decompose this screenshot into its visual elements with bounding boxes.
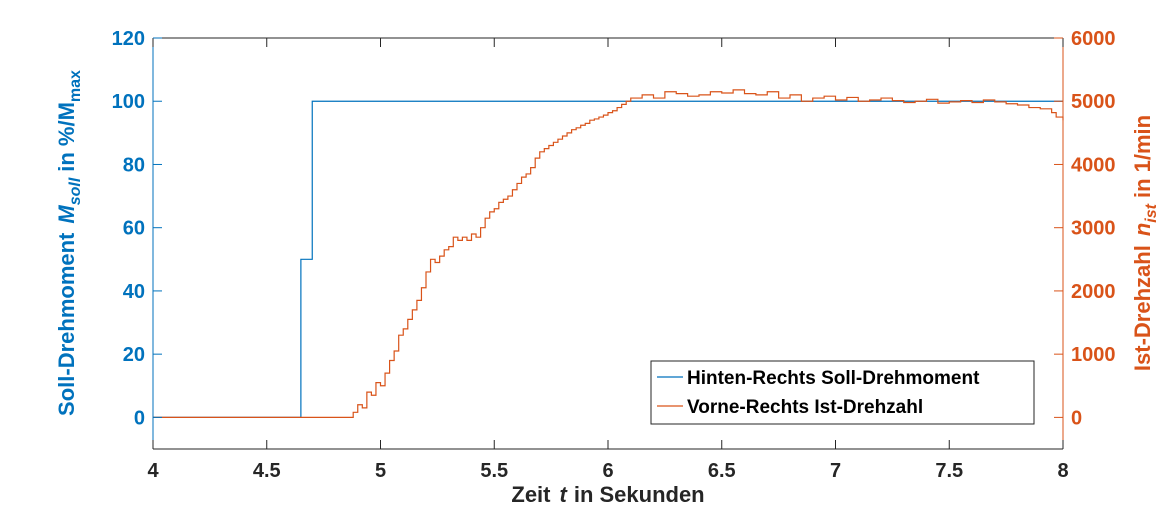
y-left-tick-label: 20 xyxy=(123,344,145,366)
y-right-tick-label: 4000 xyxy=(1071,154,1116,176)
y-left-tick-label: 0 xyxy=(134,407,145,429)
x-tick-label: 7.5 xyxy=(935,460,963,482)
y-right-tick-label: 2000 xyxy=(1071,281,1116,303)
x-tick-label: 5 xyxy=(375,460,386,482)
y-right-axis-label: Ist-Drehzahlnistin 1/min xyxy=(1130,115,1160,371)
y-left-tick-label: 100 xyxy=(112,91,145,113)
legend: Hinten-Rechts Soll-Drehmoment Vorne-Rech… xyxy=(650,360,1035,425)
x-tick-label: 7 xyxy=(830,460,841,482)
x-tick-label: 8 xyxy=(1057,460,1068,482)
y-left-tick-label: 120 xyxy=(112,28,145,50)
y-right-tick-label: 5000 xyxy=(1071,91,1116,113)
legend-label-ist: Vorne-Rechts Ist-Drehzahl xyxy=(687,397,923,418)
y-left-tick-label: 40 xyxy=(123,281,145,303)
series-layer xyxy=(153,89,1064,418)
x-tick-label: 4 xyxy=(147,460,159,482)
x-tick-label: 6 xyxy=(602,460,613,482)
y-right-tick-label: 6000 xyxy=(1071,28,1116,50)
legend-label-soll: Hinten-Rechts Soll-Drehmoment xyxy=(687,368,980,389)
series-line-1 xyxy=(153,89,1064,418)
y-right-tick-label: 3000 xyxy=(1071,218,1116,240)
x-tick-label: 4.5 xyxy=(253,460,281,482)
x-tick-label: 6.5 xyxy=(708,460,736,482)
y-right-tick-label: 0 xyxy=(1071,407,1082,429)
y-left-tick-label: 60 xyxy=(123,218,145,240)
y-left-tick-label: 80 xyxy=(123,154,145,176)
legend-box xyxy=(650,360,1035,425)
x-axis-label: Zeit t in Sekunden xyxy=(511,482,704,505)
ticks-layer: 4 4.5 5 5.5 6 6.5 7 7.5 802040608010012001000200… xyxy=(112,28,1116,482)
y-right-tick-label: 1000 xyxy=(1071,344,1116,366)
y-left-axis-label: Soll-DrehmomentMsollin %/Mmax xyxy=(54,70,84,416)
x-tick-label: 5.5 xyxy=(480,460,508,482)
